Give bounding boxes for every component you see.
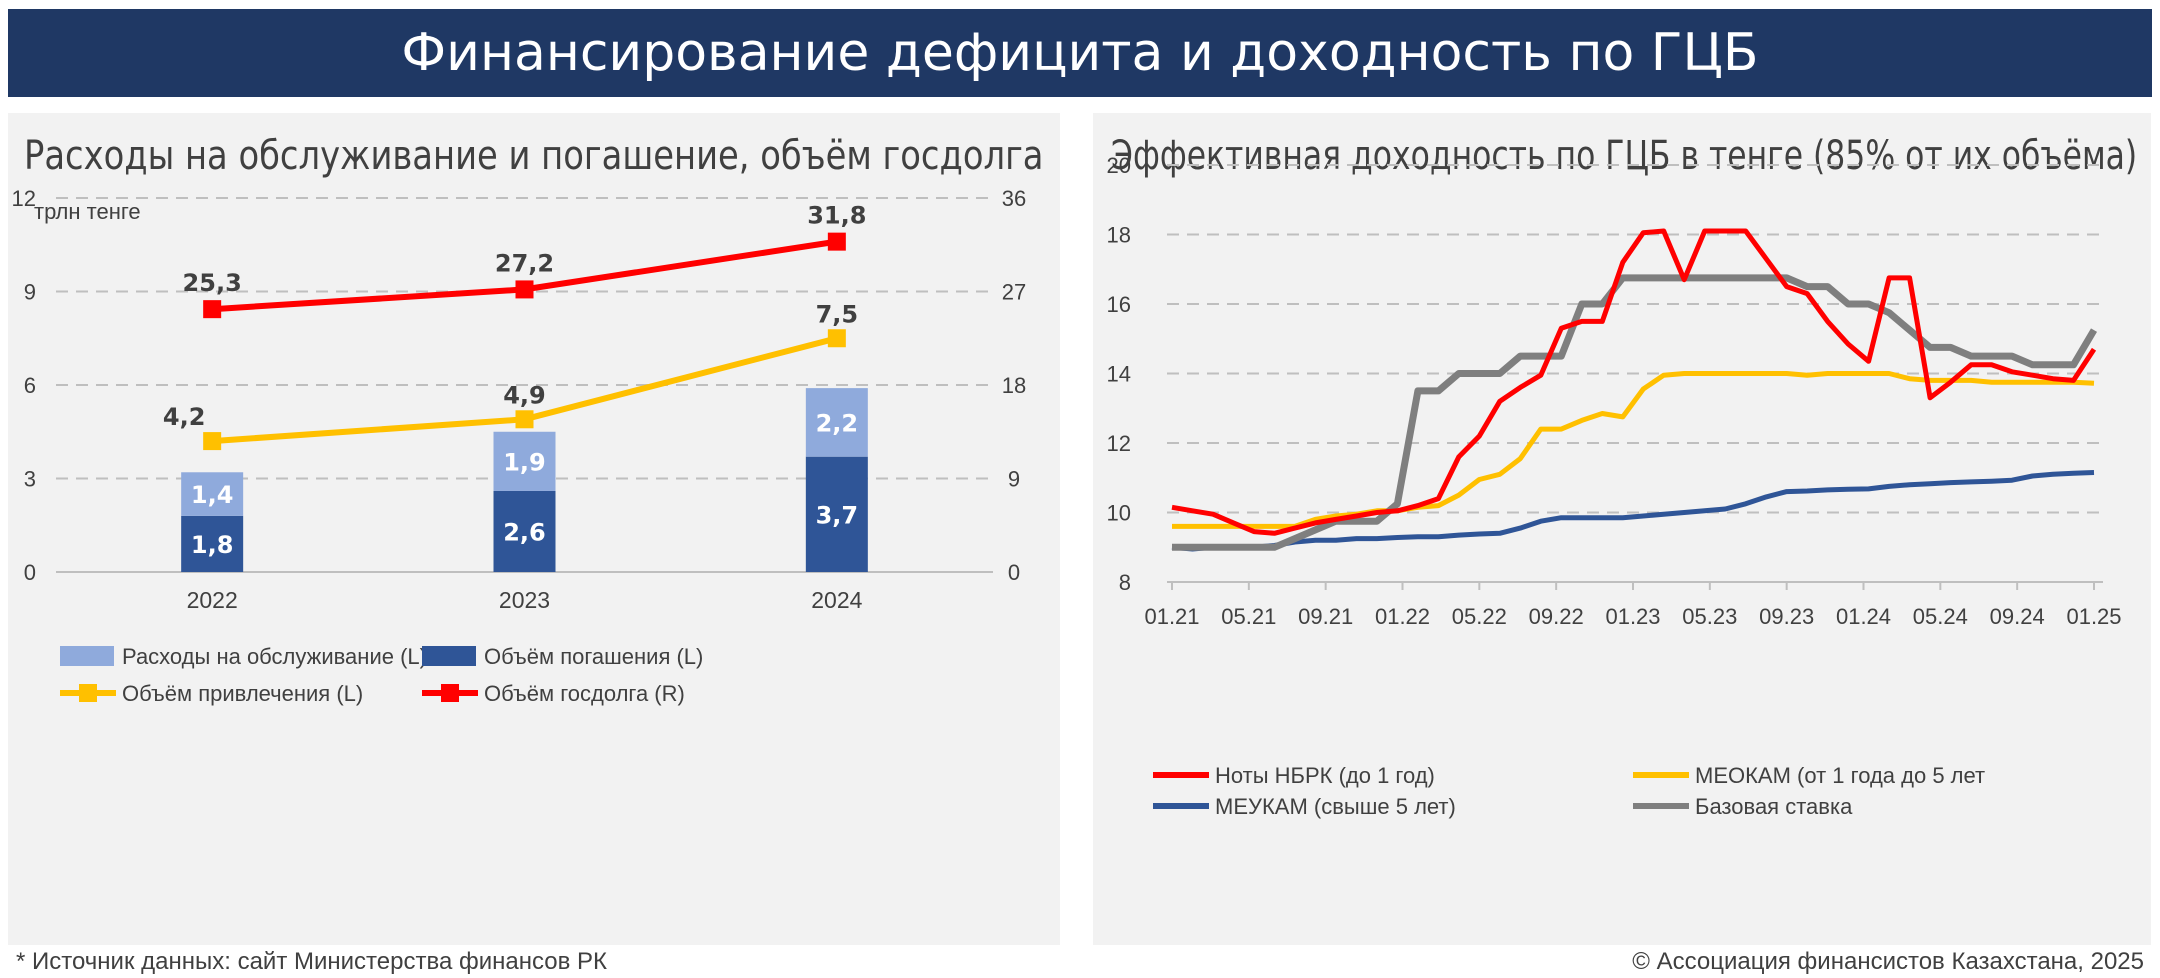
debt-marker	[515, 280, 534, 299]
bar-repayment	[181, 515, 244, 572]
x-tick-label: 2022	[187, 587, 238, 613]
right-panel: Эффективная доходность по ГЦБ в тенге (8…	[1093, 113, 2151, 945]
legend-marker	[441, 684, 459, 702]
y2-tick-label: 0	[1008, 560, 1020, 585]
legend-label: Объём погашения (L)	[484, 644, 703, 669]
x-tick-label: 2024	[811, 587, 862, 613]
bar-service	[493, 431, 556, 491]
y2-tick-label: 27	[1002, 280, 1026, 305]
debt-data-label: 25,3	[183, 269, 242, 297]
borrowing-data-label: 4,9	[503, 381, 546, 409]
x-tick-label: 01.22	[1375, 604, 1430, 629]
page-title: Финансирование дефицита и доходность по …	[401, 23, 1759, 83]
meukam-line	[1171, 470, 2095, 552]
meokam-line	[1172, 371, 2095, 529]
y-tick-label: 12	[1107, 431, 1131, 456]
y-tick-label: 10	[1107, 501, 1131, 526]
x-tick-label: 05.24	[1913, 604, 1968, 629]
legend-label: Объём госдолга (R)	[484, 681, 685, 706]
bar-label-service: 1,9	[503, 448, 546, 476]
legend-label: МЕУКАМ (свыше 5 лет)	[1215, 794, 1456, 819]
x-tick-label: 01.24	[1836, 604, 1891, 629]
legend-label: Расходы на обслуживание (L)	[122, 644, 427, 669]
x-tick-label: 09.21	[1298, 604, 1353, 629]
borrowing-marker	[827, 329, 846, 348]
x-tick-label: 05.22	[1452, 604, 1507, 629]
legend-swatch	[60, 646, 114, 666]
left-unit-label: трлн тенге	[34, 199, 141, 224]
x-tick-label: 01.21	[1144, 604, 1199, 629]
legend-marker	[79, 684, 97, 702]
header-banner: Финансирование дефицита и доходность по …	[8, 9, 2152, 97]
debt-marker	[203, 300, 222, 319]
borrowing-data-label: 7,5	[816, 300, 859, 328]
source-footnote: * Источник данных: сайт Министерства фин…	[16, 948, 607, 975]
y-tick-label: 18	[1107, 223, 1131, 248]
bar-label-repayment: 2,6	[503, 518, 546, 546]
y-tick-label: 6	[24, 373, 36, 398]
legend-label: Ноты НБРК (до 1 год)	[1215, 763, 1435, 788]
yield-chart: 8 10 12 14 16 18 20 01.21 05.21 09.21 01.22 05.22 09…	[1107, 153, 2122, 819]
debt-marker	[827, 232, 846, 251]
x-tick-label: 2023	[499, 587, 550, 613]
x-tick-label: 09.22	[1529, 604, 1584, 629]
borrowing-marker	[515, 410, 534, 429]
borrowing-marker	[203, 432, 222, 451]
y2-tick-label: 18	[1002, 373, 1026, 398]
y-tick-label: 16	[1107, 292, 1131, 317]
x-tick-label: 05.21	[1221, 604, 1276, 629]
y-tick-label: 12	[12, 186, 36, 211]
copyright-footnote: © Ассоциация финансистов Казахстана, 202…	[1632, 948, 2144, 975]
bar-service	[805, 388, 868, 457]
legend-label: МЕОКАМ (от 1 года до 5 лет	[1695, 763, 1985, 788]
y-tick-label: 9	[24, 280, 36, 305]
x-tick-label: 05.23	[1682, 604, 1737, 629]
bar-label-repayment: 3,7	[816, 501, 859, 529]
x-tick-label: 09.23	[1759, 604, 1814, 629]
legend-swatch	[422, 646, 476, 666]
nbrk-notes-line	[1171, 228, 2097, 536]
debt-data-label: 27,2	[495, 249, 554, 277]
x-tick-label: 01.23	[1605, 604, 1660, 629]
left-panel: Расходы на обслуживание и погашение, объ…	[8, 113, 1060, 945]
y-tick-label: 8	[1119, 570, 1131, 595]
borrowing-data-label: 4,2	[163, 403, 206, 431]
base-rate-line	[1172, 274, 2098, 551]
bar-label-service: 1,4	[191, 481, 234, 509]
y-tick-label: 14	[1107, 362, 1131, 387]
bar-label-repayment: 1,8	[191, 531, 234, 559]
left-panel-title: Расходы на обслуживание и погашение, объ…	[24, 133, 1044, 179]
y-tick-label: 0	[24, 560, 36, 585]
legend-label: Объём привлечения (L)	[122, 681, 363, 706]
y-tick-label: 3	[24, 467, 36, 492]
y2-tick-label: 9	[1008, 467, 1020, 492]
y2-tick-label: 36	[1002, 186, 1026, 211]
bar-repayment	[805, 456, 868, 572]
debt-data-label: 31,8	[807, 202, 866, 230]
right-panel-title: Эффективная доходность по ГЦБ в тенге (8…	[1111, 133, 2138, 179]
legend-label: Базовая ставка	[1695, 794, 1853, 819]
bar-repayment	[493, 490, 556, 572]
bar-label-service: 2,2	[816, 409, 859, 437]
bar-service	[181, 472, 244, 516]
x-tick-label: 01.25	[2066, 604, 2121, 629]
x-tick-label: 09.24	[1990, 604, 2045, 629]
y-tick-label: 20	[1107, 153, 1131, 178]
